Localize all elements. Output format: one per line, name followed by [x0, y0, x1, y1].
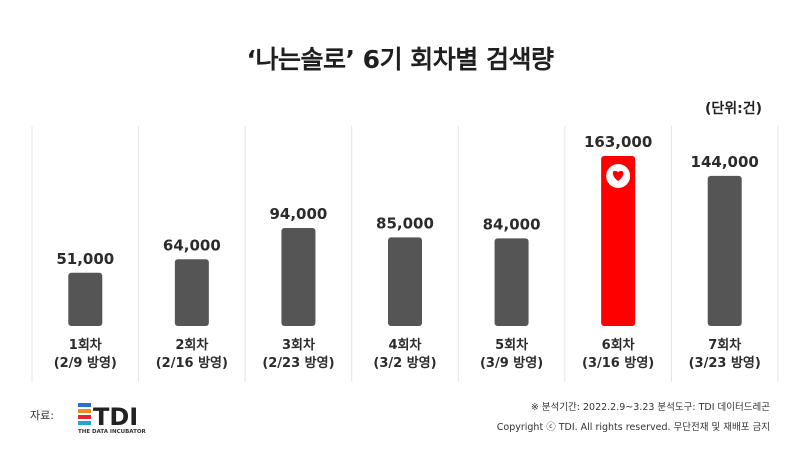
- category-label: 3회차: [282, 337, 315, 353]
- tdi-logo: TDI THE DATA INCUBATOR: [78, 403, 147, 435]
- bar: [388, 237, 422, 326]
- bar: [68, 272, 103, 326]
- category-label: 1회차: [69, 337, 102, 353]
- unit-label: (단위:건): [704, 101, 762, 117]
- value-label: 51,000: [56, 250, 114, 268]
- value-label: 144,000: [691, 153, 759, 171]
- footnote-copyright: Copyright ⓒ TDI. All rights reserved. 무단…: [496, 422, 770, 433]
- chart-title: ‘나는솔로’ 6기 회차별 검색량: [246, 45, 554, 74]
- category-sublabel: (3/9 방영): [480, 355, 543, 371]
- category-sublabel: (2/23 방영): [262, 355, 334, 371]
- logo-stripe-red: [78, 415, 91, 419]
- category-sublabel: (2/16 방영): [156, 355, 228, 371]
- category-sublabel: (3/23 방영): [689, 355, 761, 371]
- category-label: 6회차: [602, 337, 635, 353]
- value-label: 163,000: [584, 133, 652, 151]
- bar: [494, 238, 529, 326]
- logo-text: TDI: [93, 403, 138, 431]
- source-label: 자료:: [30, 409, 54, 422]
- category-sublabel: (3/16 방영): [582, 355, 654, 371]
- value-label: 84,000: [483, 215, 541, 233]
- value-label: 85,000: [376, 214, 434, 232]
- heart-icon: [606, 164, 631, 188]
- category-label: 7회차: [708, 337, 741, 353]
- category-sublabel: (3/2 방영): [373, 355, 436, 371]
- logo-stripe-orange: [78, 409, 91, 413]
- category-label: 2회차: [175, 337, 208, 353]
- footnote-period: ※ 분석기간: 2022.2.9~3.23 분석도구: TDI 데이터드레곤: [530, 402, 770, 413]
- category-label: 5회차: [495, 337, 528, 353]
- bar: [707, 175, 742, 326]
- bar: [281, 227, 316, 326]
- logo-subtext: THE DATA INCUBATOR: [78, 429, 147, 435]
- category-sublabel: (2/9 방영): [54, 355, 117, 371]
- value-label: 64,000: [163, 236, 221, 254]
- bar-highlight: [601, 156, 636, 326]
- value-label: 94,000: [269, 205, 327, 223]
- logo-stripe-blue: [78, 403, 91, 407]
- logo-stripe-cyan: [78, 421, 91, 425]
- bar: [174, 259, 209, 326]
- category-label: 4회차: [389, 337, 422, 353]
